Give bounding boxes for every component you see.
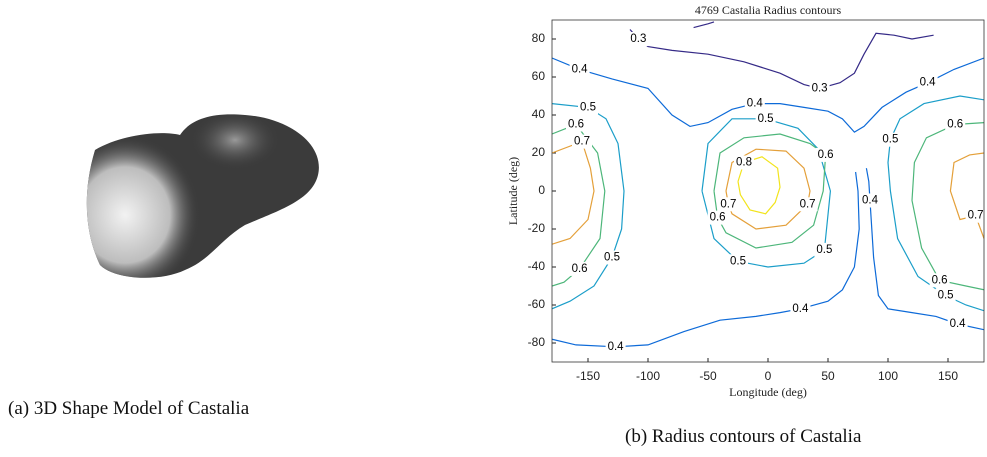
contour-plot: 4769 Castalia Radius contours Longitude (… — [506, 3, 985, 399]
contour-label: 0.3 — [812, 82, 828, 94]
contour-label: 0.5 — [938, 290, 954, 302]
contour-line — [552, 57, 984, 133]
y-tick-label: 80 — [532, 31, 546, 45]
y-tick-label: 40 — [532, 107, 546, 121]
contour-label-bg — [728, 254, 748, 269]
caption: (b) Radius contours of Castalia — [625, 426, 862, 447]
contour-label: 0.4 — [747, 98, 764, 110]
contour-label-bg — [628, 32, 649, 46]
y-tick-label: -40 — [528, 259, 546, 273]
x-tick-label: 0 — [765, 369, 772, 383]
contour-label: 0.7 — [968, 210, 984, 222]
contour-label: 0.7 — [574, 136, 590, 148]
y-tick-label: -20 — [528, 221, 546, 235]
contour-label-bg — [797, 197, 818, 212]
contour-label: 0.5 — [580, 101, 596, 113]
contour-label: 0.3 — [630, 33, 646, 45]
caption: (a) 3D Shape Model of Castalia — [8, 398, 250, 419]
contour-label-bg — [605, 339, 626, 354]
y-tick-label: 60 — [532, 69, 546, 83]
contour-label: 0.5 — [604, 252, 620, 264]
y-axis-label: Latitude (deg) — [506, 157, 520, 225]
contour-label: 0.6 — [947, 119, 963, 131]
contour-label: 0.4 — [920, 77, 937, 89]
x-tick-label: 50 — [821, 369, 835, 383]
y-tick-label: -80 — [528, 335, 546, 349]
contour-label: 0.4 — [862, 195, 879, 207]
contour-label: 0.4 — [950, 318, 967, 330]
contour-label: 0.4 — [792, 303, 809, 315]
contour-line — [693, 21, 715, 29]
contour-label: 0.5 — [730, 255, 746, 267]
y-tick-label: -60 — [528, 297, 546, 311]
x-tick-label: 100 — [878, 369, 898, 383]
contour-label-bg — [569, 62, 590, 77]
contour-label-bg — [935, 288, 956, 303]
contour-label-bg — [965, 208, 984, 223]
contour-label-bg — [945, 117, 966, 132]
contour-label-bg — [880, 132, 901, 147]
contour-label-bg — [814, 242, 835, 257]
contour-label-bg — [569, 261, 590, 276]
contour-label: 0.7 — [720, 198, 736, 210]
contour-label-bg — [860, 193, 880, 208]
x-tick-label: 150 — [938, 369, 958, 383]
contour-label-bg — [578, 100, 598, 115]
contour-label: 0.6 — [568, 119, 584, 131]
contour-label: 0.6 — [572, 263, 588, 275]
contour-label-bg — [572, 134, 592, 149]
x-tick-label: -100 — [636, 369, 660, 383]
contour-lines: 0.3 0.3 0.4 0.4 0.4 0.4 0.4 0.4 0.4 0.5 0.5 0.5 0.5 0… — [552, 21, 984, 354]
y-tick-label: 0 — [538, 183, 545, 197]
shape-model — [86, 114, 319, 278]
contour-label-bg — [707, 210, 728, 225]
contour-label: 0.6 — [710, 212, 726, 224]
contour-label-bg — [566, 117, 586, 132]
chart-title: 4769 Castalia Radius contours — [695, 3, 842, 17]
contour-label-bg — [917, 75, 938, 90]
x-axis-label: Longitude (deg) — [729, 385, 807, 399]
contour-line — [713, 133, 827, 249]
contour-label: 0.7 — [800, 198, 816, 210]
contour-label-bg — [809, 81, 830, 96]
y-tick-label: 20 — [532, 145, 546, 159]
plot-area — [552, 20, 984, 362]
contour-label: 0.5 — [816, 244, 832, 256]
plot-frame — [551, 19, 985, 363]
contour-label: 0.5 — [882, 134, 898, 146]
contour-label: 0.6 — [818, 149, 834, 161]
contour-label: 0.4 — [608, 341, 625, 353]
contour-label-bg — [929, 273, 950, 288]
contour-label-bg — [744, 96, 765, 111]
contour-label-bg — [815, 147, 836, 162]
contour-label-bg — [718, 197, 739, 212]
contour-line — [552, 171, 860, 348]
contour-label-bg — [602, 250, 622, 265]
contour-label-bg — [947, 317, 968, 331]
x-tick-label: -50 — [699, 369, 717, 383]
contour-label-bg — [755, 111, 776, 126]
contour-label-bg — [734, 155, 754, 170]
contour-label-bg — [790, 301, 811, 316]
contour-label: 0.8 — [736, 157, 752, 169]
x-tick-label: -150 — [576, 369, 600, 383]
contour-label: 0.6 — [932, 274, 948, 286]
contour-label: 0.5 — [758, 113, 774, 125]
contour-label: 0.4 — [572, 63, 589, 75]
